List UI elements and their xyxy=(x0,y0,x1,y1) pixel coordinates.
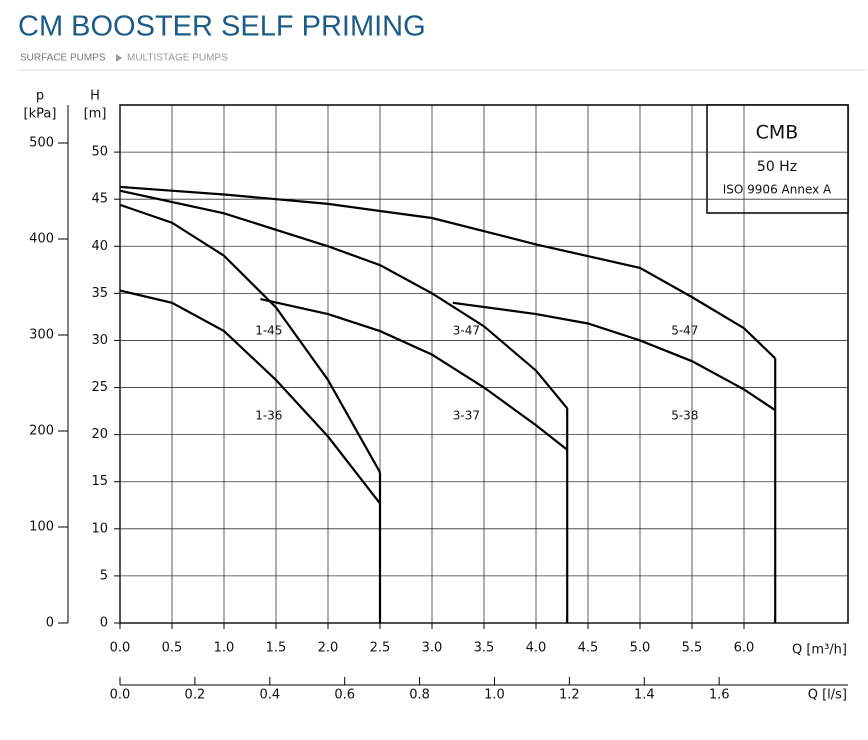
y-tick-label: 10 xyxy=(91,521,108,536)
y2-tick-label: 500 xyxy=(29,136,54,151)
y-tick-label: 35 xyxy=(91,286,108,301)
info-model: CMB xyxy=(756,122,799,144)
info-standard: ISO 9906 Annex A xyxy=(723,183,832,197)
x-tick-label: 5.0 xyxy=(630,641,651,656)
info-box xyxy=(706,104,849,214)
x-tick-label: 6.0 xyxy=(734,641,755,656)
y2-tick-label: 100 xyxy=(29,520,54,535)
y2-tick-label: 200 xyxy=(29,424,54,439)
pump-curve xyxy=(119,289,381,505)
x-tick-label: 2.5 xyxy=(370,641,391,656)
x-tick-label: 0.0 xyxy=(110,641,131,656)
x2-axis-label: Q [l/s] xyxy=(808,688,847,703)
breadcrumb-item[interactable]: SURFACE PUMPS xyxy=(20,53,106,64)
y-tick-label: 25 xyxy=(91,380,108,395)
y-axis-label: [m] xyxy=(84,107,107,122)
y-tick-label: 15 xyxy=(91,474,108,489)
x-tick-label: 3.0 xyxy=(422,641,443,656)
x2-tick-label: 1.0 xyxy=(484,688,505,703)
curve-label: 1-45 xyxy=(255,324,282,338)
curve-label: 5-47 xyxy=(671,324,698,338)
curve-label: 3-47 xyxy=(453,324,480,338)
y-tick-label: 50 xyxy=(91,145,108,160)
y2-tick-label: 400 xyxy=(29,232,54,247)
x2-tick-label: 1.2 xyxy=(559,688,580,703)
x2-tick-label: 0.0 xyxy=(110,688,131,703)
y-tick-label: 40 xyxy=(91,239,108,254)
curve-label: 5-38 xyxy=(671,408,698,422)
x-tick-label: 2.0 xyxy=(318,641,339,656)
x-tick-label: 4.5 xyxy=(578,641,599,656)
x-tick-label: 4.0 xyxy=(526,641,547,656)
pump-curve xyxy=(260,297,568,451)
x2-tick-label: 0.4 xyxy=(259,688,280,703)
y2-tick-label: 300 xyxy=(29,328,54,343)
y-tick-label: 45 xyxy=(91,192,108,207)
page-title: CM BOOSTER SELF PRIMING xyxy=(18,11,426,43)
x-axis-label: Q [m³/h] xyxy=(792,643,847,658)
pump-curve xyxy=(119,203,381,473)
pump-curve xyxy=(119,185,776,360)
y-tick-label: 0 xyxy=(100,616,108,631)
x2-tick-label: 0.8 xyxy=(409,688,430,703)
y2-axis-label: [kPa] xyxy=(24,107,57,122)
breadcrumb-separator xyxy=(116,54,122,62)
x2-tick-label: 0.6 xyxy=(334,688,355,703)
x-tick-label: 3.5 xyxy=(474,641,495,656)
x-tick-label: 1.0 xyxy=(214,641,235,656)
pump-curve xyxy=(452,301,776,412)
x-tick-label: 1.5 xyxy=(266,641,287,656)
y-axis-label: H xyxy=(90,89,100,104)
x2-tick-label: 1.4 xyxy=(634,688,655,703)
curve-label: 1-36 xyxy=(255,408,282,422)
y-tick-label: 30 xyxy=(91,333,108,348)
breadcrumb-item[interactable]: MULTISTAGE PUMPS xyxy=(127,53,228,64)
pump-curve xyxy=(119,189,569,409)
x-tick-label: 5.5 xyxy=(682,641,703,656)
y-tick-label: 20 xyxy=(91,427,108,442)
y2-tick-label: 0 xyxy=(46,616,54,631)
x-tick-label: 0.5 xyxy=(162,641,183,656)
y2-axis-label: p xyxy=(36,89,44,104)
y-tick-label: 5 xyxy=(100,568,108,583)
x2-tick-label: 1.6 xyxy=(709,688,730,703)
info-frequency: 50 Hz xyxy=(757,159,797,175)
curve-label: 3-37 xyxy=(453,408,480,422)
x2-tick-label: 0.2 xyxy=(185,688,206,703)
